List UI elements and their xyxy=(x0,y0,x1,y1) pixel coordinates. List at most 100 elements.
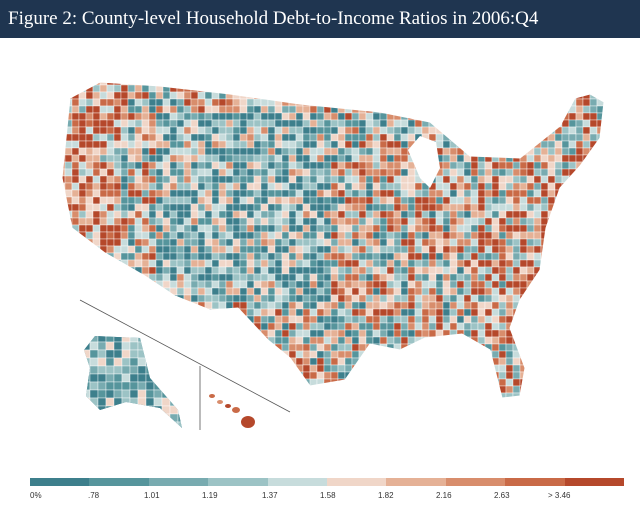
county-cell xyxy=(428,91,437,100)
county-cell xyxy=(190,210,199,219)
county-cell xyxy=(316,308,325,317)
county-cell xyxy=(162,196,171,205)
county-cell xyxy=(442,315,451,324)
county-cell xyxy=(477,98,486,107)
county-cell xyxy=(85,217,94,226)
county-cell xyxy=(129,373,139,383)
county-cell xyxy=(127,105,136,114)
county-cell xyxy=(407,301,416,310)
county-cell xyxy=(197,357,206,366)
county-cell xyxy=(79,407,86,414)
county-cell xyxy=(519,91,528,100)
county-cell xyxy=(85,105,94,114)
county-cell xyxy=(274,231,283,240)
county-cell xyxy=(533,238,542,247)
county-cell xyxy=(533,385,542,394)
county-cell xyxy=(575,238,584,247)
county-cell xyxy=(85,294,94,303)
county-cell xyxy=(281,112,290,121)
county-cell xyxy=(302,252,311,261)
county-cell xyxy=(106,322,115,331)
county-cell xyxy=(120,168,129,177)
county-cell xyxy=(232,308,241,317)
county-cell xyxy=(597,400,604,407)
county-cell xyxy=(519,280,528,289)
county-cell xyxy=(106,315,115,324)
county-cell xyxy=(471,407,478,414)
county-cell xyxy=(400,364,409,373)
county-cell xyxy=(491,294,500,303)
county-cell xyxy=(129,389,139,399)
county-cell xyxy=(162,154,171,163)
county-cell xyxy=(379,182,388,191)
county-cell xyxy=(274,259,283,268)
county-cell xyxy=(526,245,535,254)
county-cell xyxy=(134,273,143,282)
county-cell xyxy=(184,407,191,414)
county-cell xyxy=(491,245,500,254)
county-cell xyxy=(274,336,283,345)
county-cell xyxy=(330,231,339,240)
county-cell xyxy=(561,294,570,303)
county-cell xyxy=(145,365,155,375)
county-cell xyxy=(232,287,241,296)
county-cell xyxy=(456,161,465,170)
county-cell xyxy=(253,371,262,380)
county-cell xyxy=(62,315,66,324)
county-cell xyxy=(64,287,73,296)
county-cell xyxy=(330,140,339,149)
county-cell xyxy=(99,203,108,212)
county-cell xyxy=(176,385,185,394)
county-cell xyxy=(127,175,136,184)
county-cell xyxy=(162,231,171,240)
county-cell xyxy=(176,301,185,310)
county-cell xyxy=(148,245,157,254)
county-cell xyxy=(204,217,213,226)
county-cell xyxy=(352,407,359,414)
county-cell xyxy=(548,400,555,407)
county-cell xyxy=(379,350,388,359)
county-cell xyxy=(183,371,192,380)
county-cell xyxy=(575,140,584,149)
county-cell xyxy=(106,98,115,107)
county-cell xyxy=(435,231,444,240)
county-cell xyxy=(99,189,108,198)
county-cell xyxy=(162,82,171,86)
county-cell xyxy=(134,203,143,212)
county-cell xyxy=(547,259,556,268)
county-cell xyxy=(274,168,283,177)
county-cell xyxy=(596,343,604,352)
county-cell xyxy=(211,224,220,233)
county-cell xyxy=(568,336,577,345)
county-cell xyxy=(141,252,150,261)
county-cell xyxy=(71,210,80,219)
county-cell xyxy=(442,266,451,275)
county-cell xyxy=(65,407,72,414)
county-cell xyxy=(177,341,182,351)
county-cell xyxy=(554,217,563,226)
county-cell xyxy=(470,91,479,100)
county-cell xyxy=(162,308,171,317)
county-cell xyxy=(137,405,147,415)
county-cell xyxy=(177,336,182,343)
county-cell xyxy=(582,301,591,310)
county-cell xyxy=(344,84,353,93)
county-cell xyxy=(554,231,563,240)
county-cell xyxy=(415,407,422,414)
county-cell xyxy=(442,91,451,100)
county-cell xyxy=(463,238,472,247)
county-cell xyxy=(540,329,549,338)
county-cell xyxy=(295,287,304,296)
county-cell xyxy=(379,161,388,170)
county-cell xyxy=(491,91,500,100)
county-cell xyxy=(407,91,416,100)
county-cell xyxy=(323,98,332,107)
county-cell xyxy=(225,224,234,233)
county-cell xyxy=(204,224,213,233)
county-cell xyxy=(106,84,115,93)
county-cell xyxy=(153,349,163,359)
county-cell xyxy=(407,280,416,289)
county-cell xyxy=(71,266,80,275)
county-cell xyxy=(323,147,332,156)
county-cell xyxy=(267,203,276,212)
